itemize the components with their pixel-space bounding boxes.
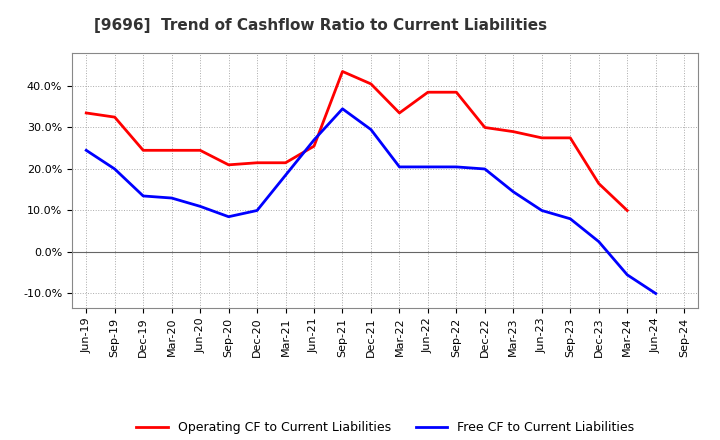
Operating CF to Current Liabilities <box>595 181 603 186</box>
Free CF to Current Liabilities <box>623 272 631 278</box>
Operating CF to Current Liabilities <box>82 110 91 116</box>
Operating CF to Current Liabilities <box>253 160 261 165</box>
Operating CF to Current Liabilities <box>509 129 518 134</box>
Operating CF to Current Liabilities <box>452 90 461 95</box>
Free CF to Current Liabilities <box>139 193 148 198</box>
Operating CF to Current Liabilities <box>480 125 489 130</box>
Operating CF to Current Liabilities <box>196 148 204 153</box>
Free CF to Current Liabilities <box>196 204 204 209</box>
Operating CF to Current Liabilities <box>423 90 432 95</box>
Legend: Operating CF to Current Liabilities, Free CF to Current Liabilities: Operating CF to Current Liabilities, Fre… <box>136 422 634 434</box>
Free CF to Current Liabilities <box>338 106 347 111</box>
Operating CF to Current Liabilities <box>366 81 375 87</box>
Free CF to Current Liabilities <box>167 195 176 201</box>
Operating CF to Current Liabilities <box>139 148 148 153</box>
Line: Free CF to Current Liabilities: Free CF to Current Liabilities <box>86 109 656 293</box>
Free CF to Current Liabilities <box>110 166 119 172</box>
Operating CF to Current Liabilities <box>167 148 176 153</box>
Free CF to Current Liabilities <box>652 291 660 296</box>
Free CF to Current Liabilities <box>310 137 318 143</box>
Free CF to Current Liabilities <box>452 164 461 169</box>
Operating CF to Current Liabilities <box>338 69 347 74</box>
Free CF to Current Liabilities <box>509 189 518 194</box>
Free CF to Current Liabilities <box>395 164 404 169</box>
Operating CF to Current Liabilities <box>566 135 575 140</box>
Free CF to Current Liabilities <box>423 164 432 169</box>
Free CF to Current Liabilities <box>82 148 91 153</box>
Free CF to Current Liabilities <box>566 216 575 221</box>
Operating CF to Current Liabilities <box>225 162 233 168</box>
Text: [9696]  Trend of Cashflow Ratio to Current Liabilities: [9696] Trend of Cashflow Ratio to Curren… <box>94 18 546 33</box>
Operating CF to Current Liabilities <box>282 160 290 165</box>
Free CF to Current Liabilities <box>282 172 290 178</box>
Operating CF to Current Liabilities <box>310 143 318 149</box>
Free CF to Current Liabilities <box>366 127 375 132</box>
Line: Operating CF to Current Liabilities: Operating CF to Current Liabilities <box>86 71 627 210</box>
Operating CF to Current Liabilities <box>623 208 631 213</box>
Free CF to Current Liabilities <box>225 214 233 220</box>
Free CF to Current Liabilities <box>595 239 603 244</box>
Operating CF to Current Liabilities <box>537 135 546 140</box>
Free CF to Current Liabilities <box>537 208 546 213</box>
Free CF to Current Liabilities <box>253 208 261 213</box>
Operating CF to Current Liabilities <box>395 110 404 116</box>
Operating CF to Current Liabilities <box>110 114 119 120</box>
Free CF to Current Liabilities <box>480 166 489 172</box>
